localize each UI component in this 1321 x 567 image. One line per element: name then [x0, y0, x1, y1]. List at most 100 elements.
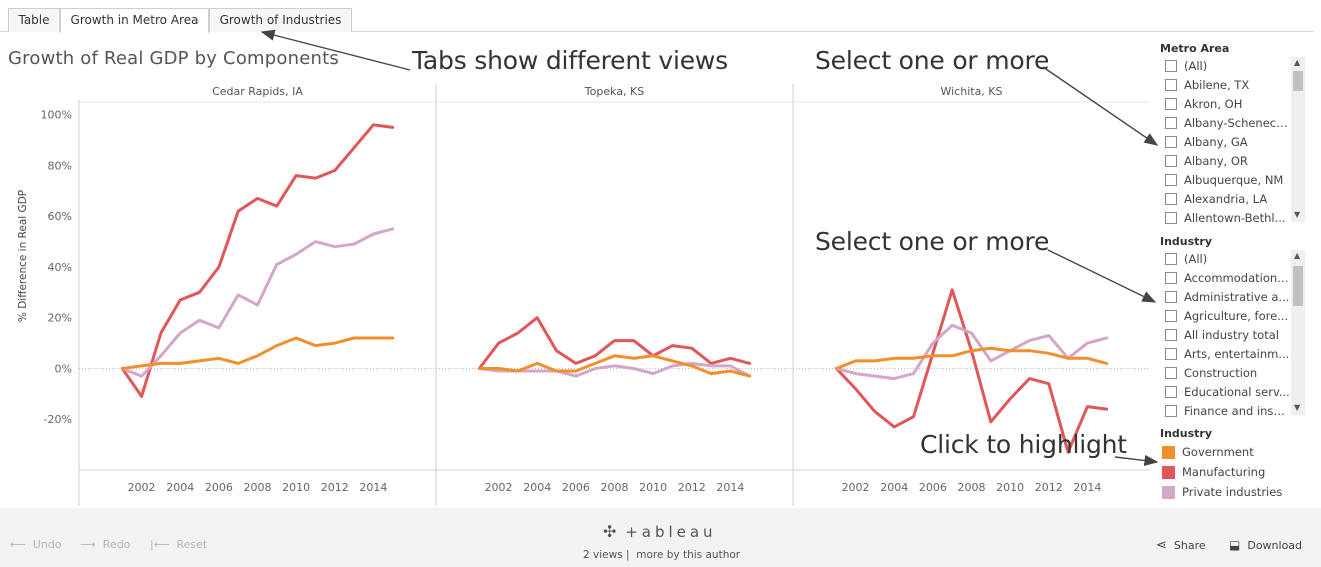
download-button[interactable]: ⬓ Download: [1229, 538, 1302, 552]
metro-item[interactable]: Albany, OR: [1160, 152, 1306, 171]
checkbox[interactable]: [1165, 212, 1177, 224]
industry-item[interactable]: All industry total: [1160, 326, 1306, 345]
metro-item[interactable]: Akron, OH: [1160, 95, 1306, 114]
industry-filter-list[interactable]: (All) Accommodation ... Administrative a…: [1160, 250, 1306, 417]
scroll-down-icon[interactable]: ▼: [1294, 210, 1301, 219]
reset-button[interactable]: |⟵ Reset: [150, 538, 207, 551]
undo-button[interactable]: ⟵ Undo: [10, 538, 62, 551]
metro-item-label: Alexandria, LA: [1184, 192, 1268, 206]
undo-label: Undo: [32, 538, 62, 551]
legend-label: Government: [1182, 445, 1254, 459]
more-by-author-link[interactable]: more by this author: [636, 549, 741, 561]
legend-swatch: [1162, 446, 1175, 459]
metro-filter-scrollbar[interactable]: ▲ ▼: [1291, 57, 1305, 222]
series-line-private-industries: [477, 361, 752, 378]
checkbox[interactable]: [1165, 272, 1177, 284]
metro-item[interactable]: (All): [1160, 57, 1306, 76]
checkbox[interactable]: [1165, 348, 1177, 360]
metro-item[interactable]: Albany, GA: [1160, 133, 1306, 152]
checkbox[interactable]: [1165, 367, 1177, 379]
industry-item[interactable]: Finance and insu...: [1160, 402, 1306, 417]
annotation-click-highlight: Click to highlight: [920, 430, 1127, 459]
series-line-manufacturing: [477, 316, 752, 370]
checkbox[interactable]: [1165, 98, 1177, 110]
metro-item[interactable]: Alexandria, LA: [1160, 190, 1306, 209]
scroll-down-icon[interactable]: ▼: [1294, 403, 1301, 412]
metro-item-label: Albany-Schenect...: [1184, 116, 1290, 130]
metro-item-label: Albany, GA: [1184, 135, 1248, 149]
legend-swatch: [1162, 466, 1175, 479]
x-tick-label: 2008: [244, 481, 272, 494]
industry-item[interactable]: Agriculture, fore...: [1160, 307, 1306, 326]
checkbox[interactable]: [1165, 253, 1177, 265]
checkbox[interactable]: [1165, 329, 1177, 341]
share-icon: ⋖: [1156, 538, 1167, 553]
x-tick-label: 2006: [562, 481, 590, 494]
x-tick-label: 2012: [321, 481, 349, 494]
metro-item-label: (All): [1184, 59, 1208, 73]
checkbox[interactable]: [1165, 117, 1177, 129]
x-tick-label: 2014: [716, 481, 744, 494]
tab-bar: Table Growth in Metro Area Growth of Ind…: [0, 0, 1314, 33]
arrow-to-industry-filter: [1047, 249, 1157, 303]
metro-item[interactable]: Abilene, TX: [1160, 76, 1306, 95]
redo-button[interactable]: ⟶ Redo: [80, 538, 130, 551]
scroll-up-icon[interactable]: ▲: [1294, 251, 1301, 260]
tableau-logo[interactable]: ✣ +ableau: [603, 522, 717, 541]
metro-item[interactable]: Albuquerque, NM: [1160, 171, 1306, 190]
industry-item[interactable]: Arts, entertainm...: [1160, 345, 1306, 364]
scroll-thumb[interactable]: [1293, 71, 1303, 91]
annotation-select-industry: Select one or more: [815, 227, 1050, 256]
checkbox[interactable]: [1165, 136, 1177, 148]
tab-growth-in-metro-area[interactable]: Growth in Metro Area: [60, 8, 209, 33]
x-tick-label: 2002: [485, 481, 513, 494]
metro-item-label: Allentown-Bethl...: [1184, 211, 1286, 224]
x-tick-label: 2008: [601, 481, 629, 494]
checkbox[interactable]: [1165, 193, 1177, 205]
checkbox[interactable]: [1165, 155, 1177, 167]
tableau-wordmark: +ableau: [625, 523, 717, 541]
metro-item[interactable]: Allentown-Bethl...: [1160, 209, 1306, 224]
industry-item[interactable]: Construction: [1160, 364, 1306, 383]
checkbox[interactable]: [1165, 79, 1177, 91]
undo-arrow-icon: ⟵: [10, 538, 26, 551]
annotation-tabs: Tabs show different views: [412, 46, 728, 75]
checkbox[interactable]: [1165, 405, 1177, 417]
industry-item-label: Educational serv...: [1184, 385, 1290, 399]
x-tick-label: 2004: [523, 481, 551, 494]
scroll-up-icon[interactable]: ▲: [1294, 58, 1301, 67]
x-tick-label: 2010: [282, 481, 310, 494]
industry-item-label: Finance and insu...: [1184, 404, 1290, 417]
checkbox[interactable]: [1165, 60, 1177, 72]
tableau-cross-icon: ✣: [603, 522, 617, 541]
x-tick-label: 2002: [128, 481, 156, 494]
x-tick-label: 2004: [880, 481, 908, 494]
x-tick-label: 2002: [842, 481, 870, 494]
page-title: Growth of Real GDP by Components: [8, 48, 339, 69]
industry-item[interactable]: (All): [1160, 250, 1306, 269]
checkbox[interactable]: [1165, 310, 1177, 322]
metro-item-label: Albuquerque, NM: [1184, 173, 1284, 187]
reset-label: Reset: [176, 538, 208, 551]
download-label: Download: [1247, 539, 1303, 552]
industry-item[interactable]: Accommodation ...: [1160, 269, 1306, 288]
checkbox[interactable]: [1165, 386, 1177, 398]
industry-item[interactable]: Educational serv...: [1160, 383, 1306, 402]
metro-item-label: Akron, OH: [1184, 97, 1243, 111]
panel-header-2: Wichita, KS: [940, 85, 1002, 98]
tab-growth-of-industries[interactable]: Growth of Industries: [209, 8, 352, 32]
metro-item[interactable]: Albany-Schenect...: [1160, 114, 1306, 133]
checkbox[interactable]: [1165, 291, 1177, 303]
industry-filter-scrollbar[interactable]: ▲ ▼: [1291, 250, 1305, 415]
download-icon: ⬓: [1229, 538, 1241, 552]
tab-table[interactable]: Table: [8, 8, 60, 32]
x-tick-label: 2006: [205, 481, 233, 494]
metro-filter-list[interactable]: (All) Abilene, TX Akron, OH Albany-Schen…: [1160, 57, 1306, 224]
y-tick-label: 0%: [55, 362, 72, 375]
scroll-thumb[interactable]: [1293, 266, 1303, 306]
industry-item[interactable]: Administrative a...: [1160, 288, 1306, 307]
share-button[interactable]: ⋖ Share: [1156, 538, 1206, 553]
checkbox[interactable]: [1165, 174, 1177, 186]
